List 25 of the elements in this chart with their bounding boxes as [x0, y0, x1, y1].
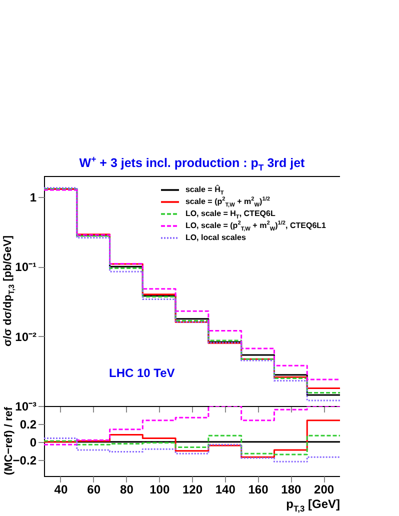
x-tick-label: 40	[54, 482, 68, 496]
legend-label: LO, local scales	[185, 232, 246, 244]
annotation: LHC 10 TeV	[109, 366, 175, 380]
legend-label: scale = (p$^{2}$$_{T,W}$ + m$^{2}$$_{W}$)$^{1/2}$	[185, 196, 270, 209]
y-tick-label: 10⁻¹	[15, 260, 37, 274]
chart-title: W$^{+}$ + 3 jets incl. production : p$_{T}$ 3rd jet	[78, 154, 306, 173]
y-tick-label: 10⁻³	[15, 400, 37, 414]
legend-label: LO, scale = H$_{T}$, CTEQ6L	[185, 208, 276, 221]
y-tick-label: −0.2	[12, 453, 37, 468]
legend-label: scale = Ĥ$_{T}$	[185, 184, 224, 197]
x-tick-label: 80	[120, 482, 134, 496]
x-tick-label: 120	[182, 482, 203, 496]
x-tick-label: 160	[248, 482, 269, 496]
y-tick-label: 1	[30, 190, 37, 204]
y-tick-label: 0	[30, 435, 37, 450]
x-axis-title: p$_{T,3}$ [GeV]	[286, 497, 340, 516]
y-axis-title: (MC−ref) / ref	[3, 406, 15, 476]
text: LO, scale = (p$^{2}$$_{T,W}$ + m$^{2}$$_{W}$)$^{1/2}$, CTEQ6L1	[185, 220, 326, 233]
x-tick-label: 100	[150, 482, 170, 496]
x-tick-label: 60	[87, 482, 101, 496]
x-tick-label: 180	[281, 482, 302, 496]
y-tick-label: 10⁻²	[15, 330, 37, 344]
y-tick-label: 0.2	[20, 417, 37, 432]
x-tick-label: 140	[215, 482, 236, 496]
x-tick-label: 200	[314, 482, 334, 496]
